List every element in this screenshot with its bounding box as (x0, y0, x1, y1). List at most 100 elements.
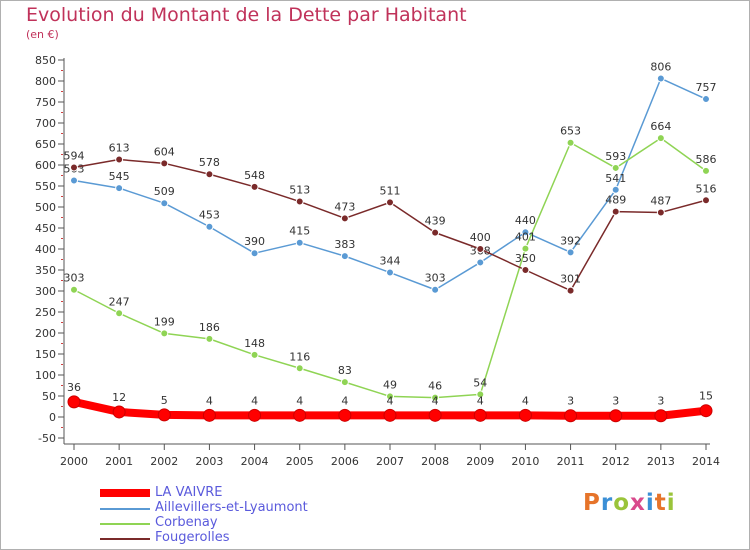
data-point-corbenay (702, 166, 710, 175)
logo-letter: t (654, 490, 667, 516)
y-tick-label: 700 (35, 117, 56, 130)
data-label-la-vaivre: 4 (206, 394, 213, 407)
data-point-corbenay (205, 334, 214, 343)
data-label-la-vaivre: 4 (432, 394, 439, 407)
data-label-corbenay: 148 (244, 337, 265, 350)
data-point-fougerolles (386, 198, 394, 207)
data-label-fougerolles: 439 (425, 215, 446, 228)
logo-letter: i (645, 490, 655, 516)
data-point-la-vaivre (428, 408, 442, 422)
data-point-corbenay (160, 329, 169, 338)
data-label-fougerolles: 604 (154, 145, 175, 158)
data-label-corbenay: 247 (109, 295, 130, 308)
data-label-fougerolles: 400 (470, 231, 491, 244)
data-point-la-vaivre (67, 395, 81, 409)
data-label-la-vaivre: 3 (567, 395, 574, 408)
data-label-aillevillers-et-lyaumont: 757 (696, 81, 717, 94)
y-tick-label: 100 (35, 369, 56, 382)
data-point-aillevillers-et-lyaumont (250, 249, 259, 258)
logo-letter: r (600, 490, 614, 516)
data-point-fougerolles (250, 182, 259, 191)
y-tick-label: -50 (38, 432, 56, 445)
data-label-fougerolles: 489 (605, 194, 626, 207)
proxiti-logo: Proxiti (583, 490, 676, 516)
legend-label: Corbenay (155, 515, 218, 530)
data-point-fougerolles (431, 228, 440, 237)
legend-swatch-aillevillers (100, 508, 150, 510)
logo-letter: x (630, 490, 646, 516)
data-label-corbenay: 116 (289, 350, 310, 363)
x-tick-label: 2003 (195, 455, 223, 468)
data-label-aillevillers-et-lyaumont: 541 (605, 172, 626, 185)
data-label-corbenay: 593 (605, 150, 626, 163)
data-label-aillevillers-et-lyaumont: 383 (334, 238, 355, 251)
data-label-aillevillers-et-lyaumont: 303 (425, 272, 446, 285)
x-tick-label: 2005 (286, 455, 314, 468)
data-label-aillevillers-et-lyaumont: 344 (380, 255, 401, 268)
data-label-aillevillers-et-lyaumont: 509 (154, 185, 175, 198)
y-tick-label: 50 (42, 390, 56, 403)
y-tick-label: 750 (35, 96, 56, 109)
data-label-la-vaivre: 4 (522, 394, 529, 407)
x-tick-label: 2002 (150, 455, 178, 468)
data-point-aillevillers-et-lyaumont (295, 238, 304, 247)
data-label-fougerolles: 350 (515, 252, 536, 265)
data-point-la-vaivre (338, 408, 352, 422)
data-label-corbenay: 49 (383, 378, 397, 391)
x-tick-label: 2012 (602, 455, 630, 468)
data-point-la-vaivre (518, 408, 532, 422)
y-tick-label: 250 (35, 306, 56, 319)
data-label-la-vaivre: 4 (477, 394, 484, 407)
data-point-corbenay (250, 350, 259, 359)
data-point-la-vaivre (473, 408, 487, 422)
data-point-la-vaivre (383, 408, 397, 422)
data-label-corbenay: 186 (199, 321, 220, 334)
data-point-fougerolles (160, 159, 169, 168)
data-label-la-vaivre: 4 (251, 394, 258, 407)
data-label-corbenay: 199 (154, 315, 175, 328)
data-label-la-vaivre: 4 (341, 394, 348, 407)
data-label-aillevillers-et-lyaumont: 415 (289, 225, 310, 238)
y-tick-label: 400 (35, 243, 56, 256)
data-point-aillevillers-et-lyaumont (656, 74, 665, 83)
logo-letter: P (583, 490, 601, 516)
data-point-la-vaivre (157, 408, 171, 422)
data-label-la-vaivre: 36 (67, 381, 81, 394)
data-point-corbenay (70, 285, 78, 294)
y-tick-label: 150 (35, 348, 56, 361)
data-label-la-vaivre: 3 (612, 395, 619, 408)
data-label-fougerolles: 548 (244, 169, 265, 182)
data-point-aillevillers-et-lyaumont (702, 95, 710, 104)
data-label-corbenay: 401 (515, 231, 536, 244)
data-point-la-vaivre (112, 405, 126, 419)
y-tick-label: 350 (35, 264, 56, 277)
y-tick-label: 600 (35, 159, 56, 172)
x-tick-label: 2004 (241, 455, 269, 468)
x-tick-label: 2008 (421, 455, 449, 468)
data-point-corbenay (295, 364, 304, 373)
data-point-aillevillers-et-lyaumont (340, 252, 349, 261)
data-label-corbenay: 54 (473, 376, 487, 389)
data-point-la-vaivre (699, 404, 713, 418)
y-tick-label: 650 (35, 138, 56, 151)
data-label-aillevillers-et-lyaumont: 453 (199, 209, 220, 222)
y-tick-label: 300 (35, 285, 56, 298)
data-label-corbenay: 83 (338, 364, 352, 377)
data-point-fougerolles (295, 197, 304, 206)
data-point-aillevillers-et-lyaumont (70, 176, 78, 185)
data-label-fougerolles: 487 (650, 194, 671, 207)
y-tick-label: 850 (35, 54, 56, 67)
data-label-fougerolles: 594 (64, 150, 85, 163)
data-point-aillevillers-et-lyaumont (521, 228, 530, 237)
data-label-la-vaivre: 4 (387, 394, 394, 407)
data-point-fougerolles (611, 207, 620, 216)
data-label-la-vaivre: 15 (699, 390, 713, 403)
data-point-la-vaivre (609, 409, 623, 423)
data-label-aillevillers-et-lyaumont: 440 (515, 214, 536, 227)
data-point-corbenay (386, 392, 394, 401)
data-point-fougerolles (656, 208, 665, 217)
data-point-corbenay (115, 309, 124, 318)
x-tick-label: 2010 (511, 455, 539, 468)
